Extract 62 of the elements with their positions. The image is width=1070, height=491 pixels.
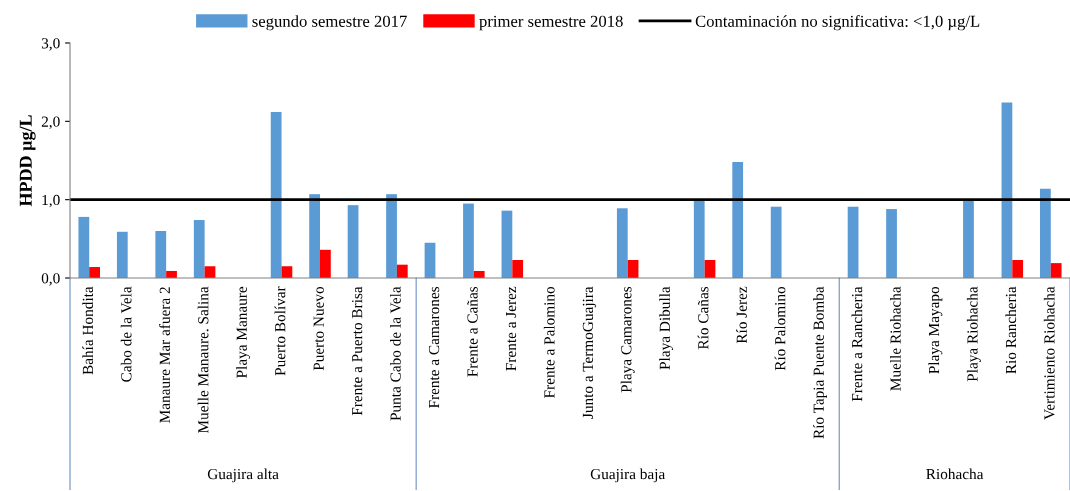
bar [512, 259, 524, 278]
y-tick-label: 0,0 [41, 273, 60, 286]
x-tick-label: Frente a Puerto Brisa [352, 286, 363, 416]
x-tick-label: Frente a Camarones [428, 286, 440, 409]
x-tick-label: Playa Dibulla [659, 286, 674, 370]
bar [770, 206, 782, 278]
x-tick-label: Cabo de la Vela [120, 286, 132, 382]
x-tick-label: Vertimiento Riohacha [1043, 286, 1055, 420]
x-tick-label: Muelle Riohacha [890, 286, 901, 391]
x-tick-label: Puerto Nuevo [313, 286, 324, 371]
x-tick-label: Frente a Rancheria [851, 286, 863, 402]
y-tick-label: 2,0 [41, 116, 60, 129]
bar [463, 203, 474, 278]
x-tick-label: Frente a Palomino [543, 286, 555, 398]
bar [386, 194, 397, 278]
text: Riohacha [926, 468, 984, 480]
x-tick-label: Río Cañas [697, 286, 709, 350]
x-tick-label: Muelle Manaure. Salina [197, 286, 209, 434]
bar [116, 231, 128, 278]
bar [320, 249, 331, 278]
text: Guajira alta [207, 468, 279, 483]
x-tick-label: Frente a Cañas [467, 286, 478, 377]
bar [193, 220, 205, 278]
bar [78, 216, 90, 278]
bar [693, 199, 705, 278]
bar [847, 206, 859, 278]
x-tick-label: Playa Manaure [236, 286, 251, 378]
bar [155, 231, 167, 278]
legend-label: Contaminación no significativa: <1,0 µg/L [695, 15, 980, 31]
y-axis-title: HPDD µg/L [19, 115, 36, 207]
x-tick-label: Río Tapia Puente Bomba [813, 286, 827, 439]
bar [616, 208, 628, 278]
bar [309, 194, 320, 278]
bar [1012, 259, 1024, 278]
bar [501, 210, 513, 278]
x-tick-label: Río Palomino [774, 286, 786, 371]
x-tick-label: Puerto Bolívar [274, 286, 286, 376]
x-tick-label: Playa Camarones [620, 286, 635, 393]
x-tick-label: Playa Mayapo [928, 286, 943, 374]
legend-label: primer semestre 2018 [479, 15, 623, 31]
bar [886, 209, 897, 278]
bar [963, 199, 974, 278]
bar [89, 267, 100, 278]
y-tick-label: 3,0 [41, 38, 60, 51]
y-tick-label: 1,0 [42, 194, 60, 208]
x-tick-label: Frente a Jerez [505, 286, 517, 371]
bar [732, 162, 744, 278]
bar [396, 264, 408, 278]
x-tick-label: Manaure Mar afuera 2 [159, 287, 170, 423]
x-tick-label: Río Jerez [736, 286, 747, 344]
text: Guajira baja [590, 468, 666, 483]
bar [1050, 263, 1062, 278]
x-tick-label: Playa Riohacha [966, 286, 981, 382]
bar [270, 111, 282, 278]
bar [1040, 188, 1051, 278]
x-tick-label: Rio Rancheria [1005, 286, 1017, 374]
x-tick-label: Punta Cabo de la Vela [390, 286, 401, 421]
legend-label: segundo semestre 2017 [252, 15, 407, 31]
x-tick-label: Bahía Hondita [82, 286, 94, 375]
bar [1001, 102, 1013, 278]
x-tick-label: Junto a TermoGuajira [582, 286, 597, 419]
bar [347, 205, 359, 278]
